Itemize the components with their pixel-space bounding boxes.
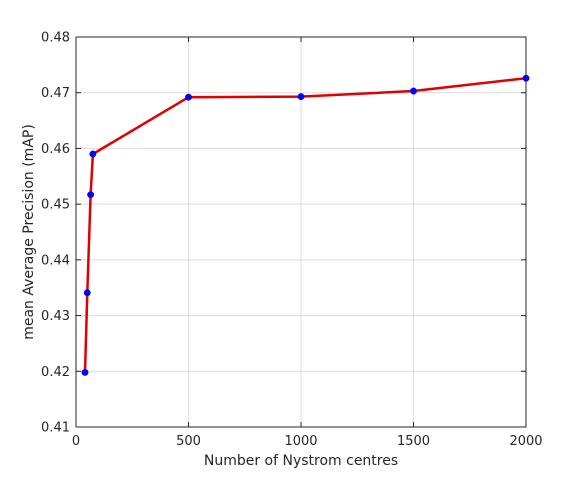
x-tick-label: 2000 — [509, 434, 542, 449]
x-axis-ticks: 0 500 1000 1500 2000 — [72, 37, 543, 449]
x-tick-label: 1000 — [284, 434, 317, 449]
data-point — [83, 289, 91, 297]
data-point — [297, 93, 305, 101]
series-layer — [81, 74, 530, 376]
grid-lines — [76, 37, 526, 427]
y-tick-label: 0.41 — [41, 421, 70, 436]
y-tick-label: 0.45 — [41, 198, 70, 213]
y-tick-label: 0.42 — [41, 365, 70, 380]
data-point — [89, 150, 97, 158]
y-tick-label: 0.46 — [41, 142, 70, 157]
x-tick-label: 0 — [72, 434, 80, 449]
x-tick-label: 500 — [176, 434, 201, 449]
data-point — [87, 191, 95, 199]
y-axis-label: mean Average Precision (mAP) — [21, 124, 37, 340]
data-point — [81, 368, 89, 376]
x-axis-label: Number of Nystrom centres — [204, 453, 398, 469]
x-tick-label: 1500 — [397, 434, 430, 449]
y-tick-label: 0.48 — [41, 31, 70, 46]
y-tick-label: 0.47 — [41, 86, 70, 101]
y-tick-label: 0.44 — [41, 253, 70, 268]
data-point — [410, 87, 417, 95]
data-point — [185, 93, 192, 101]
data-point — [522, 74, 530, 82]
y-axis-ticks: 0.41 0.42 0.43 0.44 0.45 0.46 0.47 0.48 — [41, 31, 526, 436]
series-line — [83, 76, 528, 374]
y-tick-label: 0.43 — [41, 309, 70, 324]
